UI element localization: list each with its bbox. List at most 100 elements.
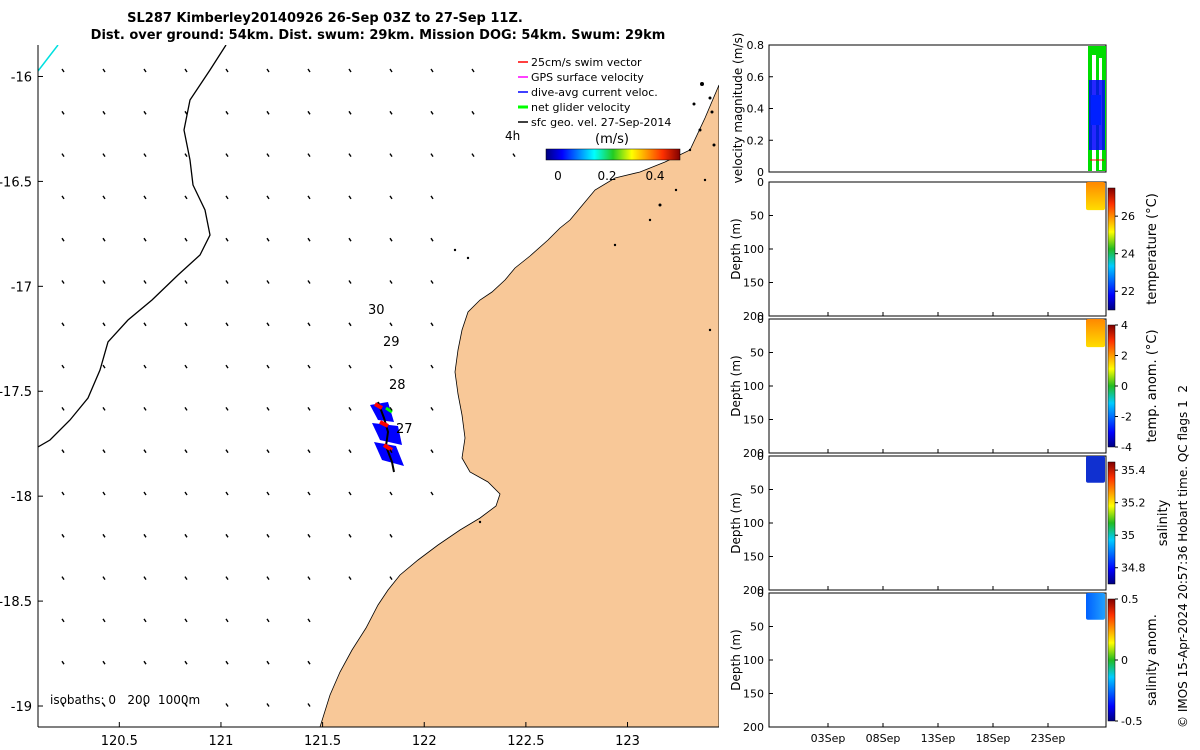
geo-vector — [102, 237, 106, 242]
geo-vector — [307, 153, 311, 157]
geo-vector — [184, 68, 188, 73]
geo-vector — [389, 195, 393, 200]
geo-vector — [307, 576, 311, 580]
geo-vector — [143, 576, 147, 580]
section-data-patch — [1086, 319, 1105, 348]
map-panel: 30 29 28 27 120.5 121 121.5 122 122.5 123 -16 -… — [0, 45, 719, 749]
geo-vector — [389, 491, 393, 496]
geo-vector — [266, 322, 270, 327]
geo-vector — [389, 364, 393, 369]
title-line-1: SL287 Kimberley20140926 26-Sep 03Z to 27… — [127, 11, 523, 26]
geo-vector — [389, 407, 393, 411]
geo-vector — [102, 195, 106, 200]
velocity-panel: velocity magnitude (m/s) 0 0.2 0.4 0.6 0.8 — [731, 33, 1107, 184]
section-ytick-label: 0 — [757, 587, 764, 600]
geo-vector — [102, 280, 106, 284]
geo-vector — [266, 237, 270, 242]
velocity-ylabel: velocity magnitude (m/s) — [731, 33, 745, 184]
geo-vector — [143, 280, 147, 284]
section-axes-frame — [768, 592, 1107, 728]
geo-vector — [307, 703, 311, 707]
section-panel-temp-anom: 0 50 100 150 200 Depth (m) -4 -2 0 2 4 temp. anom. … — [729, 313, 1160, 460]
geo-vector — [143, 449, 147, 454]
geo-vector — [184, 703, 188, 707]
section-ytick-label: 150 — [743, 414, 764, 427]
section-ytick-label: 0 — [757, 450, 764, 463]
map-xtick-label: 122.5 — [507, 734, 544, 749]
geo-vector — [102, 322, 106, 327]
geo-vector — [143, 237, 147, 242]
geo-vector — [102, 576, 106, 580]
geo-vector — [471, 153, 475, 157]
geo-vector — [348, 491, 352, 496]
colorbar-tick-2: 0.4 — [645, 169, 664, 183]
map-xtick-label: 122 — [412, 734, 437, 749]
velocity-yticks: 0 0.2 0.4 0.6 0.8 — [747, 39, 773, 179]
geo-vector — [61, 153, 65, 157]
section-colorbar-label: 24 — [1121, 248, 1135, 261]
geo-vector — [61, 364, 65, 369]
section-panel-temperature: 0 50 100 150 200 Depth (m) 22 24 26 temperature (… — [729, 176, 1160, 323]
velocity-colorbar: (m/s) 0 0.2 0.4 — [545, 132, 681, 183]
geo-vector — [225, 237, 229, 242]
geo-vector — [512, 153, 516, 157]
section-colorbar-label: 26 — [1121, 210, 1135, 223]
velocity-ytick-label: 0.4 — [747, 103, 765, 116]
geo-vector — [471, 68, 475, 73]
section-xtick-label: 18Sep — [976, 732, 1011, 745]
geo-vector — [61, 491, 65, 496]
geo-vector — [430, 195, 434, 200]
section-data-patch — [1086, 593, 1105, 620]
geo-vector — [143, 364, 147, 369]
geo-vector — [307, 407, 311, 411]
section-ytick-label: 50 — [750, 210, 764, 223]
section-colorbar-label: 22 — [1121, 285, 1135, 298]
map-ytick-label: -18 — [11, 490, 32, 505]
section-data-patch — [1086, 456, 1105, 483]
map-xtick-label: 121 — [209, 734, 234, 749]
geo-vector — [102, 703, 106, 707]
geo-vector — [143, 110, 147, 115]
section-colorbar-label: 2 — [1121, 350, 1128, 363]
legend-4h: 4h — [505, 129, 520, 143]
geo-vector — [471, 110, 475, 115]
geo-vector — [225, 195, 229, 200]
geo-vector — [102, 407, 106, 411]
geo-vector — [102, 110, 106, 115]
geo-vector — [307, 280, 311, 284]
geo-vector — [225, 322, 229, 327]
geo-vector — [389, 576, 393, 580]
geo-vector — [184, 491, 188, 496]
geo-vector — [102, 533, 106, 538]
map-ytick-label: -17 — [11, 280, 32, 295]
geo-vector — [225, 618, 229, 623]
geo-vector — [143, 153, 147, 157]
section-xtick-label: 08Sep — [866, 732, 901, 745]
geo-vector — [307, 491, 311, 496]
geo-vector — [61, 280, 65, 284]
geo-vector — [61, 660, 65, 665]
section-colorbar-label: 35 — [1121, 529, 1135, 542]
legend-swim-vector: 25cm/s swim vector — [531, 56, 642, 69]
geo-vector — [307, 237, 311, 242]
track-label-29: 29 — [383, 335, 400, 350]
geo-vector — [61, 68, 65, 73]
geo-vector — [430, 449, 434, 454]
section-colorbar-label: -2 — [1121, 411, 1132, 424]
map-ytick-label: -16.5 — [0, 175, 32, 190]
geo-vector — [61, 576, 65, 580]
geo-vector — [143, 68, 147, 73]
map-xtick-label: 123 — [615, 734, 640, 749]
map-axis-ticks: 120.5 121 121.5 122 122.5 123 -16 -16.5 -17 -17.5… — [0, 70, 640, 749]
section-ylabel: Depth (m) — [729, 492, 743, 553]
geo-vector — [102, 364, 106, 369]
geo-vector — [266, 703, 270, 707]
section-panel-salinity: 0 50 100 150 200 Depth (m) 34.8 35 35.2 35.4 salin… — [729, 450, 1171, 597]
section-axes-frame — [768, 318, 1107, 454]
geo-vector — [348, 195, 352, 200]
geo-vector — [266, 68, 270, 73]
legend-dive-avg: dive-avg current veloc. — [531, 86, 658, 99]
section-ytick-label: 50 — [750, 484, 764, 497]
section-colorbar-label: 34.8 — [1121, 562, 1146, 575]
